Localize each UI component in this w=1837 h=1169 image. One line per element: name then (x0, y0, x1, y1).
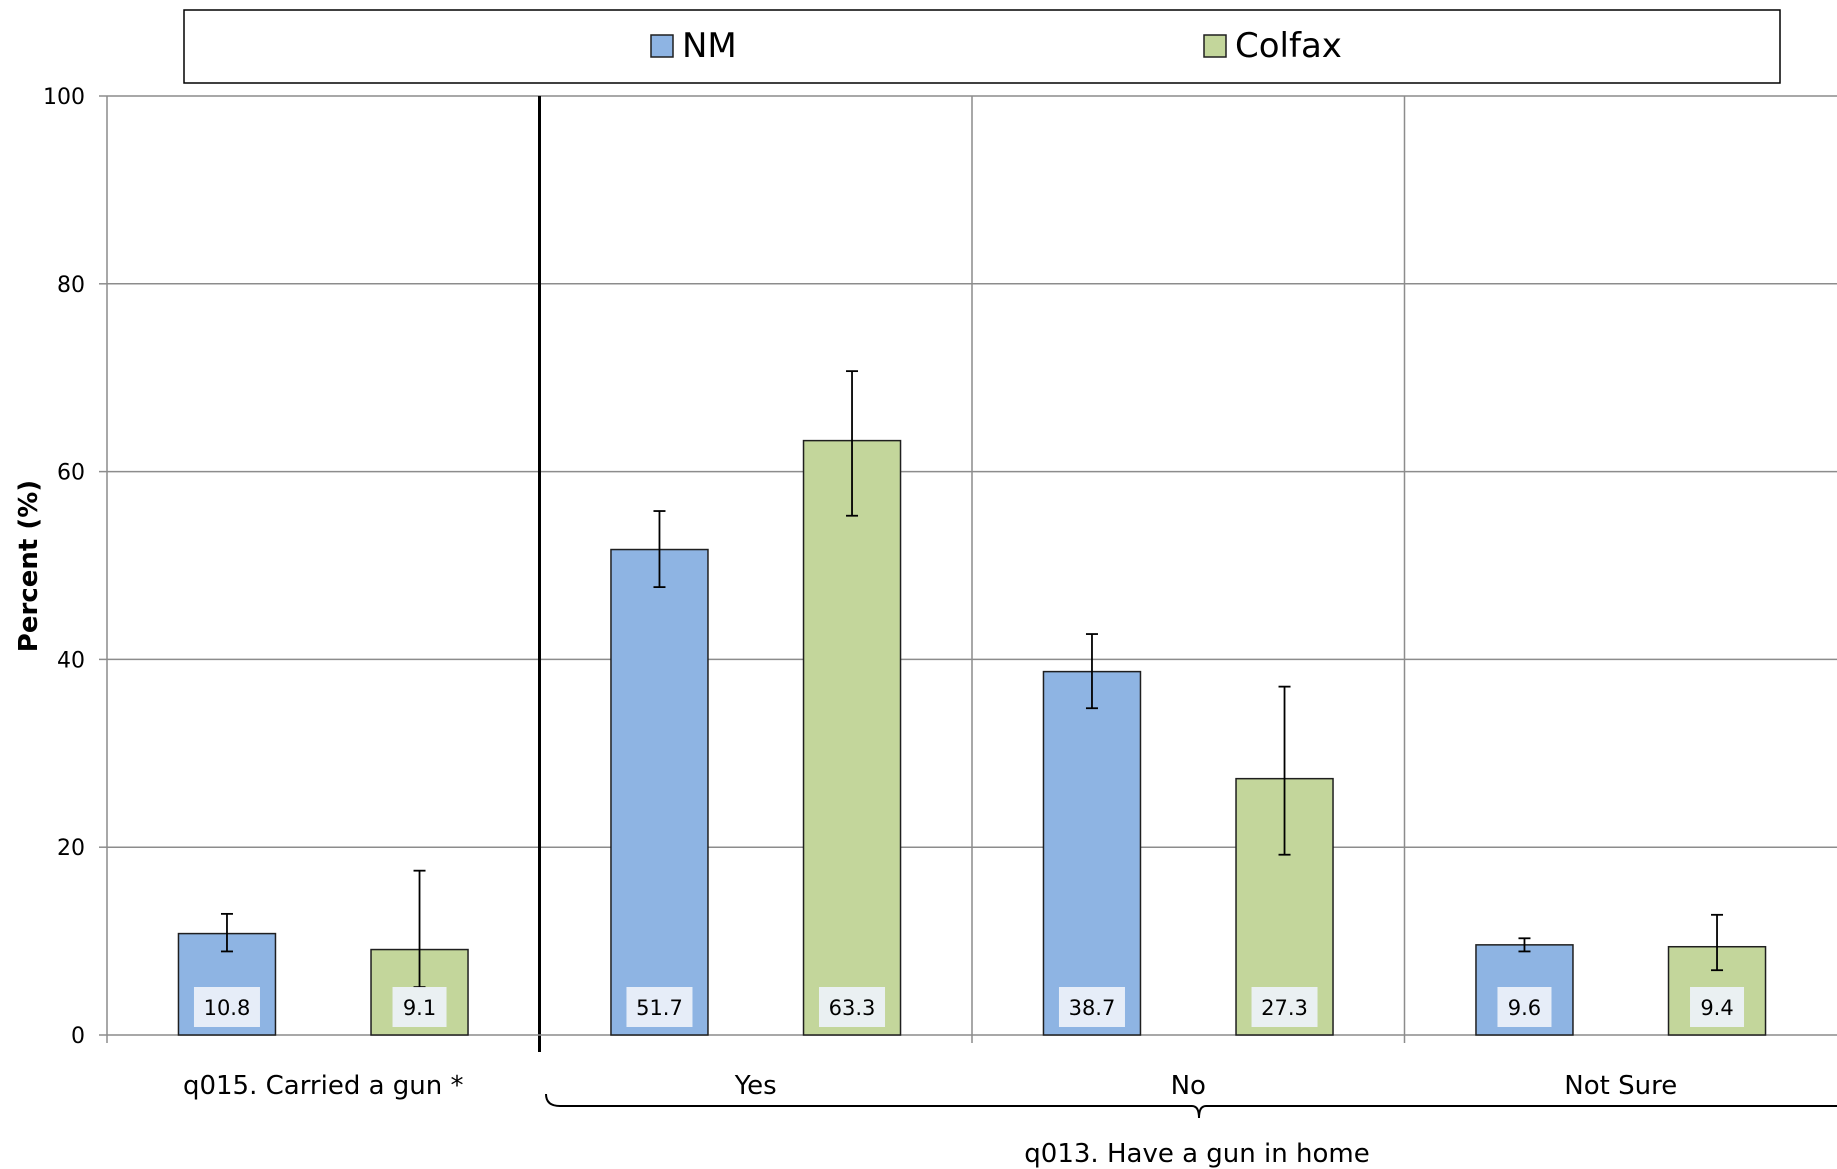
data-label: 27.3 (1261, 996, 1308, 1020)
data-label: 9.1 (403, 996, 436, 1020)
y-axis-label: Percent (%) (14, 480, 44, 652)
data-label: 9.6 (1508, 996, 1541, 1020)
x-tick-label: q015. Carried a gun * (183, 1071, 464, 1101)
data-label-bg (193, 987, 260, 1027)
data-label-bg (1690, 987, 1745, 1027)
legend-swatch-nm (650, 34, 674, 58)
x-tick-label: No (1171, 1071, 1206, 1101)
x-tick-label: Not Sure (1564, 1071, 1677, 1101)
y-tick-label: 20 (57, 836, 85, 861)
data-label: 9.4 (1700, 996, 1733, 1020)
data-label: 38.7 (1069, 996, 1116, 1020)
y-tick-label: 100 (43, 85, 85, 110)
labels: 0 20 40 60 80 100 q015. Carried a gun * Yes No No… (43, 85, 1745, 1101)
legend-label-colfax: Colfax (1235, 26, 1342, 66)
y-tick-label: 0 (71, 1024, 85, 1049)
data-label-bg (1497, 987, 1552, 1027)
legend-box (183, 9, 1781, 84)
bar-nm (610, 548, 709, 1036)
data-label-bg (392, 987, 447, 1027)
legend: NM Colfax (183, 9, 1781, 84)
y-tick-label: 80 (57, 273, 85, 298)
group-bracket: q013. Have a gun in home (545, 1093, 1837, 1169)
data-label-bg (1058, 987, 1125, 1027)
bar-nm (1042, 670, 1142, 1036)
data-label-bg (819, 987, 886, 1027)
x-tick-label: Yes (734, 1071, 777, 1101)
data-label: 51.7 (636, 996, 683, 1020)
data-label: 10.8 (204, 996, 251, 1020)
legend-label-nm: NM (682, 26, 737, 66)
data-label-bg (1251, 987, 1318, 1027)
group-label: q013. Have a gun in home (1024, 1139, 1369, 1169)
y-tick-label: 60 (57, 461, 85, 486)
data-label: 63.3 (829, 996, 876, 1020)
legend-swatch-colfax (1203, 34, 1227, 58)
gridlines (107, 95, 1837, 1043)
bar-colfax (802, 439, 902, 1036)
axes (99, 95, 1837, 1052)
group-bracket-line (545, 1093, 1837, 1119)
y-tick-label: 40 (57, 648, 85, 673)
data-label-bg (626, 987, 693, 1027)
